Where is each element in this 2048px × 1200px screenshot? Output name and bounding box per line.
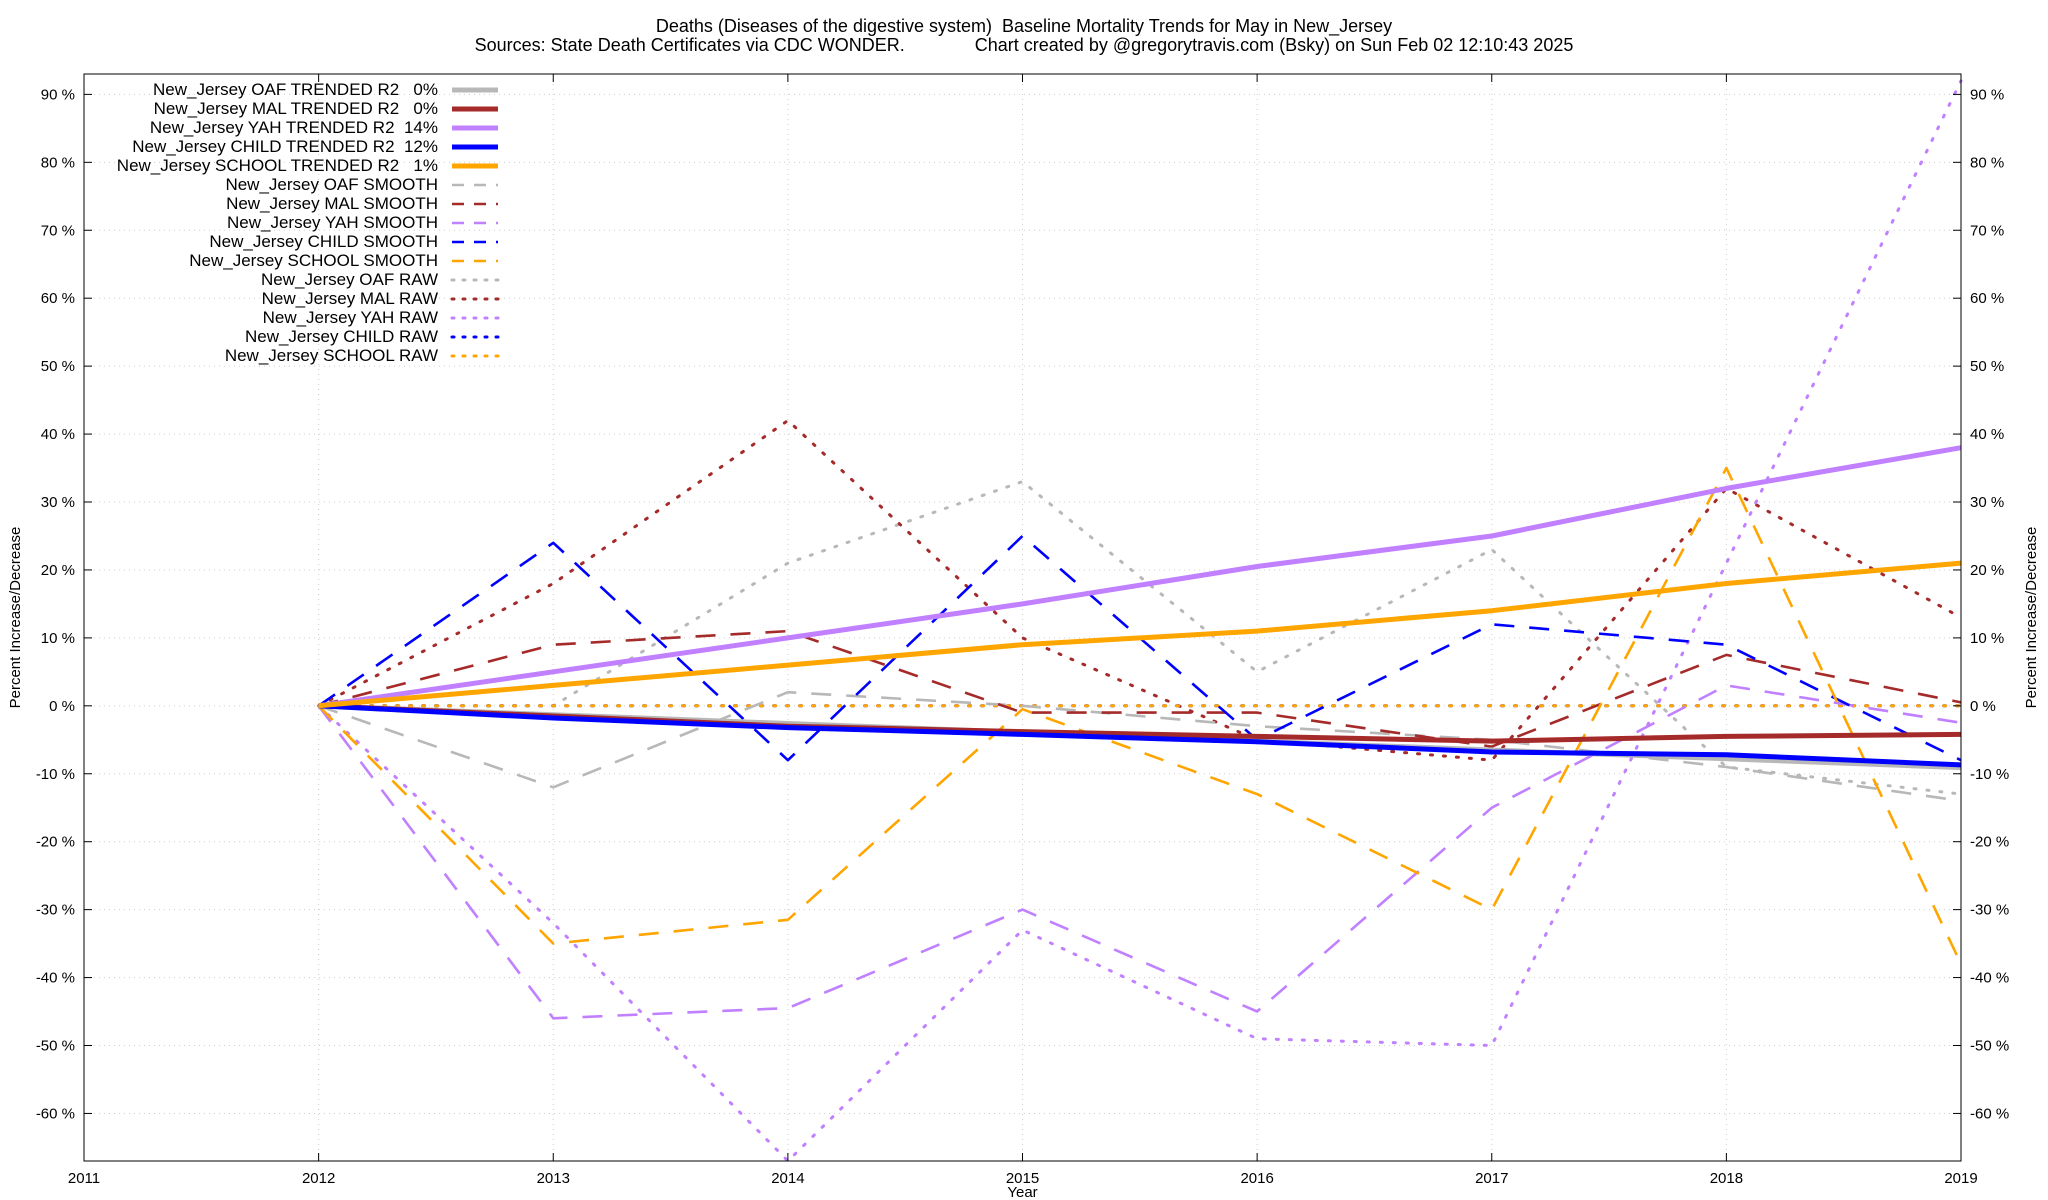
y-tick-label: 40 %	[41, 426, 75, 443]
x-tick-label: 2012	[302, 1170, 335, 1187]
y2-tick-label: -30 %	[1970, 902, 2009, 919]
y-tick-label: 90 %	[41, 86, 75, 103]
chart-subtitle: Sources: State Death Certificates via CD…	[474, 35, 1574, 55]
y2-tick-label: 80 %	[1970, 154, 2004, 171]
y-tick-label: 30 %	[41, 494, 75, 511]
x-tick-label: 2013	[537, 1170, 570, 1187]
y2-tick-label: -60 %	[1970, 1105, 2009, 1122]
y-axis-label: Percent Increase/Decrease	[7, 527, 24, 709]
y-tick-label: 80 %	[41, 154, 75, 171]
legend-label: New_Jersey YAH TRENDED R2 14%	[150, 118, 438, 137]
legend-label: New_Jersey OAF TRENDED R2 0%	[153, 80, 438, 99]
series-line-oaf-raw	[317, 480, 1963, 796]
legend-label: New_Jersey CHILD RAW	[245, 327, 438, 346]
y-tick-label: -60 %	[36, 1105, 75, 1122]
legend-label: New_Jersey OAF RAW	[261, 270, 438, 289]
legend-label: New_Jersey MAL TRENDED R2 0%	[154, 99, 438, 118]
series-line-oaf-smooth	[318, 690, 1962, 803]
series-line-school-trended	[318, 560, 1962, 709]
y2-tick-label: -50 %	[1970, 1038, 2009, 1055]
y-tick-label: 10 %	[41, 630, 75, 647]
y2-axis-label: Percent Increase/Decrease	[2023, 527, 2040, 709]
series-line-mal-smooth	[318, 629, 1962, 748]
x-tick-label: 2018	[1710, 1170, 1743, 1187]
x-tick-label: 2014	[771, 1170, 804, 1187]
y2-tick-label: 60 %	[1970, 290, 2004, 307]
x-tick-label: 2011	[68, 1170, 100, 1187]
legend-label: New_Jersey CHILD TRENDED R2 12%	[132, 137, 438, 156]
x-tick-label: 2016	[1240, 1170, 1273, 1187]
legend-label: New_Jersey YAH SMOOTH	[227, 213, 438, 232]
y-tick-label: -20 %	[36, 834, 75, 851]
x-axis-label: Year	[1007, 1184, 1037, 1200]
y2-tick-label: 70 %	[1970, 222, 2004, 239]
y-tick-label: 20 %	[41, 562, 75, 579]
y2-tick-label: -20 %	[1970, 834, 2009, 851]
legend-label: New_Jersey OAF SMOOTH	[225, 175, 438, 194]
x-tick-label: 2015	[1006, 1170, 1039, 1187]
series-line-yah-trended	[318, 445, 1962, 709]
y-tick-label: -10 %	[36, 766, 75, 783]
series-line-child-trended	[318, 703, 1962, 768]
legend-label: New_Jersey SCHOOL RAW	[225, 346, 438, 365]
y2-tick-label: -10 %	[1970, 766, 2009, 783]
series-line-yah-smooth	[317, 684, 1962, 1020]
x-tick-label: 2017	[1475, 1170, 1508, 1187]
y2-tick-label: 0 %	[1970, 698, 1996, 715]
y-tick-label: 50 %	[41, 358, 75, 375]
y2-tick-label: 50 %	[1970, 358, 2004, 375]
axes: 90 % 90 % 80 % 80 % 70 % 70 % 60 % 60 % 50 % 50 %…	[36, 74, 2009, 1187]
legend-label: New_Jersey MAL RAW	[262, 289, 438, 308]
y-tick-label: 60 %	[41, 290, 75, 307]
series-line-mal-raw	[317, 419, 1963, 762]
y-tick-label: -50 %	[36, 1038, 75, 1055]
chart-title: Deaths (Diseases of the digestive system…	[655, 16, 1393, 36]
y2-tick-label: 20 %	[1970, 562, 2004, 579]
y2-tick-label: 90 %	[1970, 86, 2004, 103]
y-tick-label: -30 %	[36, 902, 75, 919]
series-line-yah-raw	[317, 79, 1963, 1163]
y-tick-label: 70 %	[41, 222, 75, 239]
series-lines	[317, 79, 1963, 1163]
legend-label: New_Jersey MAL SMOOTH	[226, 194, 438, 213]
y-tick-label: -40 %	[36, 970, 75, 987]
x-tick-label: 2019	[1944, 1170, 1977, 1187]
y2-tick-label: -40 %	[1970, 970, 2009, 987]
legend-label: New_Jersey SCHOOL SMOOTH	[189, 251, 438, 270]
legend: New_Jersey OAF TRENDED R2 0%New_Jersey M…	[117, 80, 500, 365]
y2-tick-label: 40 %	[1970, 426, 2004, 443]
y-tick-label: 0 %	[49, 698, 75, 715]
legend-label: New_Jersey SCHOOL TRENDED R2 1%	[117, 156, 438, 175]
y2-tick-label: 10 %	[1970, 630, 2004, 647]
legend-label: New_Jersey YAH RAW	[263, 308, 438, 327]
y2-tick-label: 30 %	[1970, 494, 2004, 511]
legend-label: New_Jersey CHILD SMOOTH	[209, 232, 438, 251]
